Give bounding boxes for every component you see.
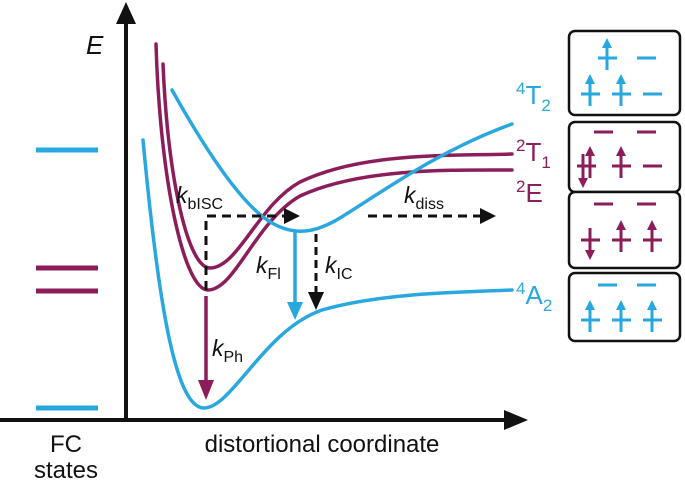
curve-4t2 — [170, 88, 514, 233]
potential-curves — [141, 42, 514, 410]
curve-4a2 — [141, 138, 514, 410]
x-axis-arrowhead — [504, 410, 528, 430]
arrow-kbisc — [204, 214, 287, 290]
curve-2e — [154, 42, 514, 292]
arrow-kbisc-head — [284, 208, 300, 224]
state-label-4a2: 4A2 — [516, 279, 552, 315]
fc-levels — [36, 147, 98, 411]
rate-labels: kbISC kdiss kFl kIC kPh — [176, 182, 444, 366]
y-axis-arrowhead — [116, 2, 136, 24]
axes — [0, 2, 528, 430]
label-kic: kIC — [325, 252, 353, 283]
label-kbisc: kbISC — [176, 182, 223, 213]
label-kdiss: kdiss — [404, 182, 444, 213]
state-label-2t1: 2T1 — [516, 136, 551, 172]
config-box-2t1 — [567, 120, 682, 194]
state-label-2e: 2E — [516, 177, 543, 208]
label-kfl: kFl — [256, 252, 281, 283]
config-box-4t2 — [567, 29, 682, 117]
config-box-2e — [567, 190, 682, 270]
y-axis-label: E — [86, 30, 104, 60]
arrow-kdiss-head — [480, 208, 496, 224]
state-label-4t2: 4T2 — [516, 79, 551, 115]
label-kph: kPh — [212, 335, 243, 366]
config-box-4a2 — [567, 271, 682, 343]
curve-2t1 — [161, 62, 514, 270]
state-labels: 4T2 2T1 2E 4A2 — [516, 79, 552, 315]
x-axis-label: distortional coordinate — [205, 431, 440, 458]
axis-labels: E distortional coordinate FC states — [34, 30, 439, 484]
arrow-kic-head — [308, 292, 324, 310]
fc-label-line2: states — [34, 457, 98, 484]
arrow-kph-head — [198, 380, 214, 400]
fc-label-line1: FC — [50, 431, 82, 458]
arrow-kfl-head — [287, 302, 303, 320]
transitions — [198, 208, 496, 400]
